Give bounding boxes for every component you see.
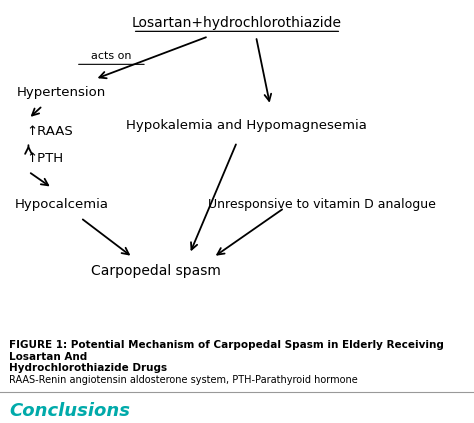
Text: Conclusions: Conclusions (9, 402, 130, 420)
Text: Hypocalcemia: Hypocalcemia (15, 198, 109, 211)
Text: Hypertension: Hypertension (17, 86, 106, 99)
Text: Hypokalemia and Hypomagnesemia: Hypokalemia and Hypomagnesemia (126, 119, 367, 132)
Text: acts on: acts on (91, 51, 132, 61)
Text: ↑PTH: ↑PTH (26, 152, 63, 165)
Text: RAAS-Renin angiotensin aldosterone system, PTH-Parathyroid hormone: RAAS-Renin angiotensin aldosterone syste… (9, 375, 358, 385)
Text: Carpopedal spasm: Carpopedal spasm (91, 264, 221, 277)
Text: FIGURE 1: Potential Mechanism of Carpopedal Spasm in Elderly Receiving Losartan : FIGURE 1: Potential Mechanism of Carpope… (9, 340, 444, 373)
Text: Losartan+hydrochlorothiazide: Losartan+hydrochlorothiazide (132, 16, 342, 30)
Text: ↑RAAS: ↑RAAS (26, 126, 73, 138)
Text: Unresponsive to vitamin D analogue: Unresponsive to vitamin D analogue (209, 198, 436, 211)
